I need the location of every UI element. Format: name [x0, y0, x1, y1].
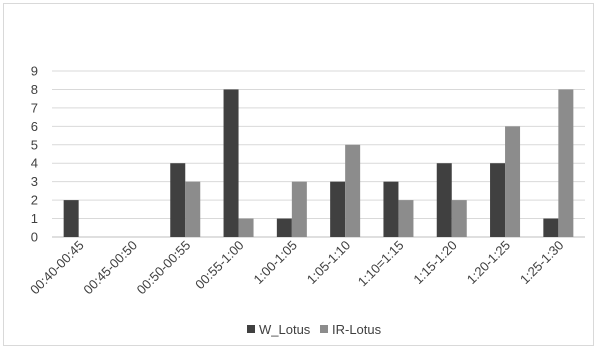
x-tick-label: 1:15-1:20: [410, 238, 459, 287]
bar-w-lotus-3: [223, 89, 239, 237]
x-tick-label: 1:10=1:15: [355, 238, 407, 290]
bar-ir-lotus-3: [238, 218, 254, 237]
y-tick-label: 2: [31, 193, 38, 208]
x-tick-label: 00:50-00:55: [134, 238, 194, 298]
y-tick-label: 0: [31, 230, 38, 245]
bar-w-lotus-7: [436, 163, 452, 237]
bar-w-lotus-4: [276, 218, 292, 237]
y-tick-label: 5: [31, 137, 38, 152]
y-tick-label: 8: [31, 82, 38, 97]
bar-w-lotus-2: [170, 163, 186, 237]
bar-ir-lotus-4: [291, 181, 307, 237]
bar-w-lotus-9: [543, 218, 559, 237]
y-tick-label: 9: [31, 64, 38, 79]
x-tick-label: 1:00-1:05: [251, 238, 300, 287]
y-axis-tick-labels: 0 1 2 3 4 5 6 7 8 9: [31, 64, 38, 245]
x-tick-label: 00:55-1:00: [192, 238, 247, 293]
bar-w-lotus-6: [383, 181, 399, 237]
x-tick-label: 00:45-00:50: [80, 238, 140, 298]
y-tick-label: 6: [31, 119, 38, 134]
y-tick-label: 4: [31, 156, 38, 171]
x-axis-tick-labels: 00:40-00:4500:45-00:5000:50-00:5500:55-1…: [27, 238, 566, 298]
bar-ir-lotus-6: [398, 200, 414, 237]
bar-ir-lotus-7: [451, 200, 467, 237]
legend-label-ir-lotus: IR-Lotus: [332, 322, 382, 337]
y-tick-label: 7: [31, 100, 38, 115]
legend-swatch-w-lotus: [247, 325, 255, 333]
x-tick-label: 1:20-1:25: [464, 238, 513, 287]
x-tick-label: 1:25-1:30: [517, 238, 566, 287]
bar-w-lotus-5: [330, 181, 346, 237]
y-tick-label: 1: [31, 211, 38, 226]
bar-ir-lotus-8: [505, 126, 521, 237]
bars: [63, 89, 574, 237]
bar-ir-lotus-5: [345, 144, 361, 237]
bar-w-lotus-0: [63, 200, 79, 237]
bar-ir-lotus-2: [185, 181, 201, 237]
x-tick-label: 1:05-1:10: [304, 238, 353, 287]
x-tick-label: 00:40-00:45: [27, 238, 87, 298]
legend-label-w-lotus: W_Lotus: [259, 322, 311, 337]
bar-ir-lotus-9: [558, 89, 574, 237]
y-tick-label: 3: [31, 174, 38, 189]
legend-swatch-ir-lotus: [320, 325, 328, 333]
legend: W_Lotus IR-Lotus: [247, 322, 382, 337]
bar-w-lotus-8: [490, 163, 506, 237]
